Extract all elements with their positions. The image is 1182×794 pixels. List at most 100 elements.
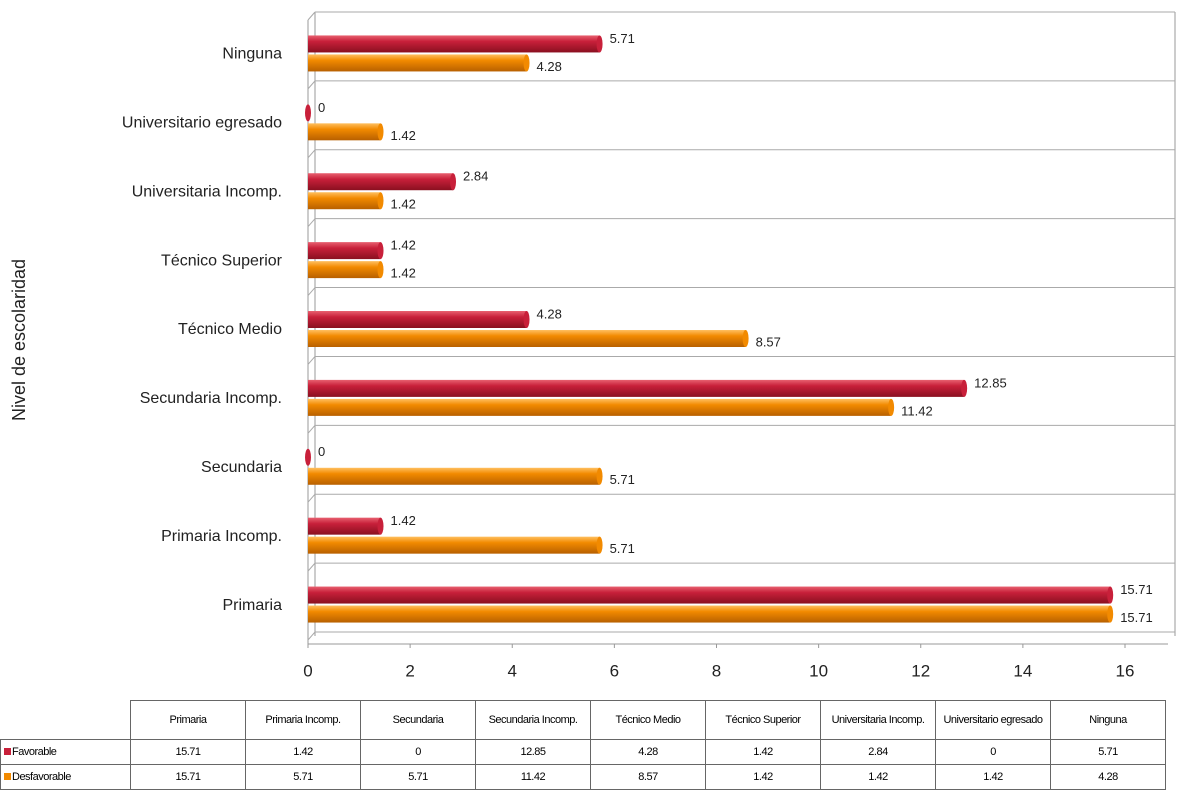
legend-label: Desfavorable bbox=[12, 771, 71, 783]
legend-swatch bbox=[4, 748, 11, 755]
table-header: Primaria Primaria Incomp. Secundaria Secund… bbox=[0, 700, 1166, 740]
cell-text: 1.42 bbox=[293, 746, 313, 758]
cell-text: Secundaria Incomp. bbox=[488, 714, 578, 726]
bar bbox=[308, 467, 600, 485]
cell-text: 0 bbox=[990, 746, 996, 758]
value-cell: 1.42 bbox=[820, 764, 936, 790]
value-label: 1.42 bbox=[391, 238, 416, 253]
category-label: Primaria Incomp. bbox=[161, 528, 282, 545]
bar bbox=[308, 398, 892, 416]
cell-text: 1.42 bbox=[983, 771, 1003, 783]
grid-edge bbox=[307, 149, 316, 159]
bar bbox=[308, 123, 381, 141]
value-cell: 1.42 bbox=[705, 764, 821, 790]
category-label: Primaria bbox=[222, 597, 282, 614]
x-tick-label: 8 bbox=[712, 661, 721, 680]
bar-cap bbox=[596, 467, 603, 485]
cell-text: 12.85 bbox=[520, 746, 546, 758]
value-cell: 15.71 bbox=[130, 739, 246, 765]
bar bbox=[308, 261, 381, 279]
grid-edge bbox=[307, 493, 316, 503]
bar bbox=[308, 536, 600, 554]
x-tick-label: 0 bbox=[303, 661, 312, 680]
value-cell: 4.28 bbox=[590, 739, 706, 765]
header-cell: Técnico Superior bbox=[705, 700, 821, 740]
value-label: 11.42 bbox=[901, 403, 933, 418]
corner bbox=[0, 700, 131, 740]
value-label: 1.42 bbox=[391, 513, 416, 528]
category-label: Secundaria bbox=[201, 459, 282, 476]
cell-text: 0 bbox=[415, 746, 421, 758]
x-tick-label: 14 bbox=[1013, 661, 1032, 680]
cell-text: 4.28 bbox=[1098, 771, 1118, 783]
bar-cap bbox=[377, 517, 384, 535]
bar-cap bbox=[596, 536, 603, 554]
legend-label: Favorable bbox=[12, 746, 57, 758]
value-cell: 5.71 bbox=[1050, 739, 1166, 765]
bar-cap bbox=[377, 192, 384, 210]
value-cell: 0 bbox=[360, 739, 476, 765]
cell-text: 1.42 bbox=[868, 771, 888, 783]
bar-cap bbox=[1107, 605, 1114, 623]
bar-cap bbox=[596, 35, 603, 53]
bar bbox=[308, 586, 1111, 604]
cell-text: 1.42 bbox=[753, 771, 773, 783]
value-cell: 15.71 bbox=[130, 764, 246, 790]
category-label: Técnico Medio bbox=[178, 321, 282, 338]
grid-edge bbox=[307, 218, 316, 227]
bar-cap bbox=[523, 54, 530, 72]
bar-cap bbox=[377, 123, 384, 141]
bar bbox=[308, 311, 527, 328]
header-cell: Secundaria bbox=[360, 700, 476, 740]
header-cell: Primaria bbox=[130, 700, 246, 740]
cell-text: Primaria bbox=[169, 714, 207, 726]
value-label: 8.57 bbox=[756, 334, 781, 349]
grid-edge bbox=[307, 631, 316, 641]
grid-edge bbox=[307, 356, 316, 365]
data-table: Primaria Primaria Incomp. Secundaria Secund… bbox=[0, 700, 1166, 790]
bar-cap bbox=[888, 398, 895, 416]
bar bbox=[308, 192, 381, 210]
bar-cap bbox=[305, 448, 311, 466]
bar bbox=[308, 54, 527, 72]
cell-text: 5.71 bbox=[408, 771, 428, 783]
bar-cap bbox=[450, 173, 457, 191]
bar bbox=[308, 379, 965, 397]
cell-text: 4.28 bbox=[638, 746, 658, 758]
cell-text: 8.57 bbox=[638, 771, 658, 783]
category-label: Ninguna bbox=[222, 46, 282, 63]
x-tick-label: 10 bbox=[809, 661, 828, 680]
value-label: 0 bbox=[318, 444, 325, 459]
bar bbox=[308, 330, 746, 347]
cell-text: Secundaria bbox=[392, 714, 444, 726]
category-label: Técnico Superior bbox=[161, 252, 283, 269]
value-label: 15.71 bbox=[1120, 610, 1153, 625]
bar-cap bbox=[742, 330, 749, 347]
header-cell: Técnico Medio bbox=[590, 700, 706, 740]
cell-text: Universitaria Incomp. bbox=[831, 714, 925, 726]
bar-cap bbox=[377, 261, 384, 279]
x-tick-label: 2 bbox=[405, 661, 414, 680]
legend-cell: Desfavorable bbox=[0, 764, 131, 790]
legend-cell: Favorable bbox=[0, 739, 131, 765]
bar bbox=[308, 517, 381, 535]
x-tick-label: 16 bbox=[1116, 661, 1135, 680]
bar-cap bbox=[523, 311, 530, 328]
value-cell: 5.71 bbox=[360, 764, 476, 790]
table-row: Favorable 15.71 1.42 0 12.85 4.28 1.42 2.84 0 5.7… bbox=[0, 739, 1166, 765]
header-cell: Primaria Incomp. bbox=[245, 700, 361, 740]
category-label: Secundaria Incomp. bbox=[140, 390, 282, 407]
value-cell: 4.28 bbox=[1050, 764, 1166, 790]
value-label: 2.84 bbox=[463, 169, 488, 184]
value-label: 0 bbox=[318, 100, 325, 115]
cell-text: 2.84 bbox=[868, 746, 888, 758]
cell-text: Universitario egresado bbox=[943, 714, 1043, 726]
category-label: Universitario egresado bbox=[122, 115, 282, 132]
header-cell: Ninguna bbox=[1050, 700, 1166, 740]
value-cell: 1.42 bbox=[245, 739, 361, 765]
bar bbox=[308, 605, 1111, 623]
cell-text: Ninguna bbox=[1089, 714, 1127, 726]
cell-text: 15.71 bbox=[175, 771, 201, 783]
value-label: 5.71 bbox=[610, 541, 635, 556]
value-cell: 1.42 bbox=[935, 764, 1051, 790]
